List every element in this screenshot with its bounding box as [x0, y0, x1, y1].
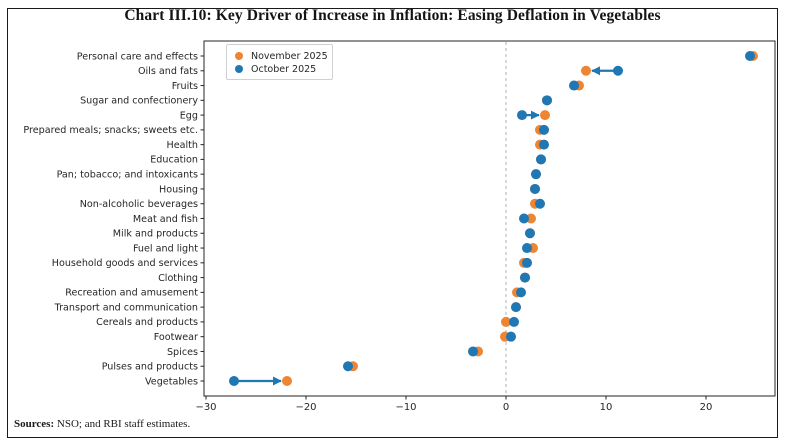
x-tick-label: −10: [395, 402, 416, 413]
data-point-october: [745, 51, 755, 61]
sources-label: Sources:: [14, 418, 55, 430]
data-point-october: [506, 331, 516, 342]
x-tick-label: 20: [700, 402, 713, 413]
category-label: Transport and communication: [54, 302, 198, 313]
chart-title: Chart III.10: Key Driver of Increase in …: [124, 7, 661, 24]
data-point-october: [542, 95, 552, 106]
category-label: Fuel and light: [133, 243, 198, 254]
data-point-october: [522, 243, 532, 254]
x-tick-label: 0: [503, 402, 509, 413]
category-label: Vegetables: [145, 376, 198, 387]
category-label: Meat and fish: [133, 214, 198, 225]
category-label: Oils and fats: [138, 66, 198, 77]
category-label: Milk and products: [113, 229, 198, 240]
category-label: Footwear: [154, 332, 198, 343]
legend-item-october: October 2025: [233, 63, 326, 75]
data-point-november: [526, 213, 536, 224]
data-point-october: [519, 213, 529, 224]
legend-label-november: November 2025: [251, 50, 328, 62]
data-point-october: [525, 228, 535, 239]
plot-area: [203, 40, 776, 397]
category-label: Clothing: [158, 273, 198, 284]
data-point-october: [569, 80, 579, 91]
data-point-october: [468, 346, 478, 357]
data-point-november: [581, 65, 591, 76]
category-label: Pulses and products: [102, 362, 198, 373]
category-label: Housing: [159, 184, 198, 195]
data-point-october: [536, 154, 546, 165]
category-label: Education: [150, 155, 198, 166]
category-label: Recreation and amusement: [65, 288, 198, 299]
category-label: Spices: [167, 347, 198, 358]
legend: November 2025 October 2025: [226, 44, 333, 80]
x-tick-label: 10: [600, 402, 613, 413]
category-label: Prepared meals; snacks; sweets etc.: [23, 125, 198, 136]
data-point-october: [516, 287, 526, 298]
data-point-october: [535, 198, 545, 209]
legend-item-november: November 2025: [233, 50, 328, 62]
data-point-october: [530, 183, 540, 194]
category-label: Cereals and products: [96, 317, 198, 328]
data-point-november: [282, 376, 292, 386]
category-label: Health: [166, 140, 198, 151]
category-label: Non-alcoholic beverages: [80, 199, 198, 210]
category-label: Sugar and confectionery: [80, 96, 198, 107]
data-point-october: [539, 124, 549, 135]
data-point-november: [540, 110, 550, 121]
category-label: Egg: [180, 110, 198, 121]
november-marker-icon: [235, 52, 243, 60]
data-point-october: [522, 257, 532, 268]
x-tick-label: −20: [295, 402, 316, 413]
sources-text: NSO; and RBI staff estimates.: [54, 418, 191, 430]
data-point-october: [343, 361, 353, 372]
data-point-november: [501, 316, 511, 327]
data-point-october: [511, 302, 521, 313]
category-label: Household goods and services: [52, 258, 198, 269]
data-point-october: [509, 316, 519, 327]
category-label: Personal care and effects: [77, 51, 198, 62]
legend-label-october: October 2025: [251, 63, 317, 75]
category-label: Pan; tobacco; and intoxicants: [57, 169, 198, 180]
category-label: Fruits: [172, 81, 198, 92]
october-marker-icon: [235, 65, 243, 73]
data-point-october: [539, 139, 549, 150]
x-tick-label: −30: [195, 402, 216, 413]
data-point-october: [520, 272, 530, 283]
sources-note: Sources: NSO; and RBI staff estimates.: [14, 418, 190, 430]
data-point-october: [531, 169, 541, 180]
